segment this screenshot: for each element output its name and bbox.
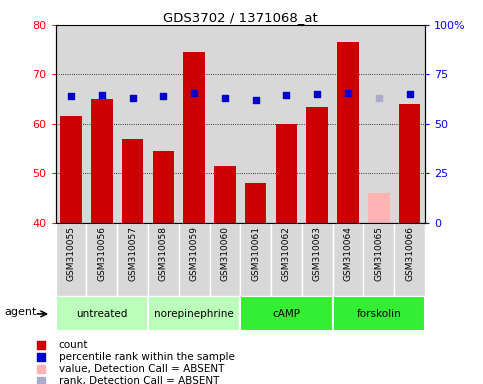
Bar [333,25,364,223]
Text: GSM310055: GSM310055 [67,227,75,281]
Bar [148,223,179,296]
Bar [153,151,174,223]
Bar [117,223,148,296]
Text: GSM310065: GSM310065 [374,227,384,281]
Bar [302,25,333,223]
Text: count: count [58,339,88,350]
Text: untreated: untreated [76,309,128,319]
Bar [399,104,420,223]
Text: norepinephrine: norepinephrine [154,309,234,319]
Point [37,377,44,384]
Point [128,95,136,101]
Bar [91,99,113,223]
Point [221,95,229,101]
Text: value, Detection Call = ABSENT: value, Detection Call = ABSENT [58,364,224,374]
Point [375,95,383,101]
Point [37,342,44,348]
Text: GSM310056: GSM310056 [97,227,106,281]
Bar [86,223,117,296]
Bar [122,139,143,223]
Point [313,91,321,97]
Bar [337,42,359,223]
Bar [333,296,425,331]
Bar [210,25,240,223]
Bar [394,223,425,296]
Bar [56,223,86,296]
Bar [56,25,86,223]
Point [406,91,413,97]
Bar [271,223,302,296]
Text: GSM310066: GSM310066 [405,227,414,281]
Point [283,92,290,98]
Bar [240,296,333,331]
Text: GSM310061: GSM310061 [251,227,260,281]
Bar [394,25,425,223]
Bar [148,25,179,223]
Text: percentile rank within the sample: percentile rank within the sample [58,352,234,362]
Point [67,93,75,99]
Bar [56,296,148,331]
Bar [245,183,267,223]
Text: rank, Detection Call = ABSENT: rank, Detection Call = ABSENT [58,376,219,384]
Text: agent: agent [4,307,37,317]
Bar [117,25,148,223]
Bar [302,223,333,296]
Text: GSM310059: GSM310059 [190,227,199,281]
Bar [184,52,205,223]
Text: GSM310058: GSM310058 [159,227,168,281]
Bar [240,223,271,296]
Text: GSM310057: GSM310057 [128,227,137,281]
Text: GSM310062: GSM310062 [282,227,291,281]
Bar [368,193,390,223]
Title: GDS3702 / 1371068_at: GDS3702 / 1371068_at [163,11,318,24]
Point [37,366,44,372]
Bar [210,223,240,296]
Point [252,97,259,103]
Text: GSM310064: GSM310064 [343,227,353,281]
Bar [60,116,82,223]
Bar [307,106,328,223]
Point [98,92,106,98]
Bar [148,296,241,331]
Bar [364,223,394,296]
Bar [276,124,297,223]
Point [37,354,44,360]
Bar [214,166,236,223]
Text: GSM310063: GSM310063 [313,227,322,281]
Point [190,90,198,96]
Text: forskolin: forskolin [356,309,401,319]
Text: GSM310060: GSM310060 [220,227,229,281]
Point [159,93,167,99]
Bar [271,25,302,223]
Point [344,90,352,96]
Bar [86,25,117,223]
Bar [240,25,271,223]
Bar [179,223,210,296]
Bar [364,25,394,223]
Bar [179,25,210,223]
Text: cAMP: cAMP [272,309,300,319]
Bar [333,223,364,296]
